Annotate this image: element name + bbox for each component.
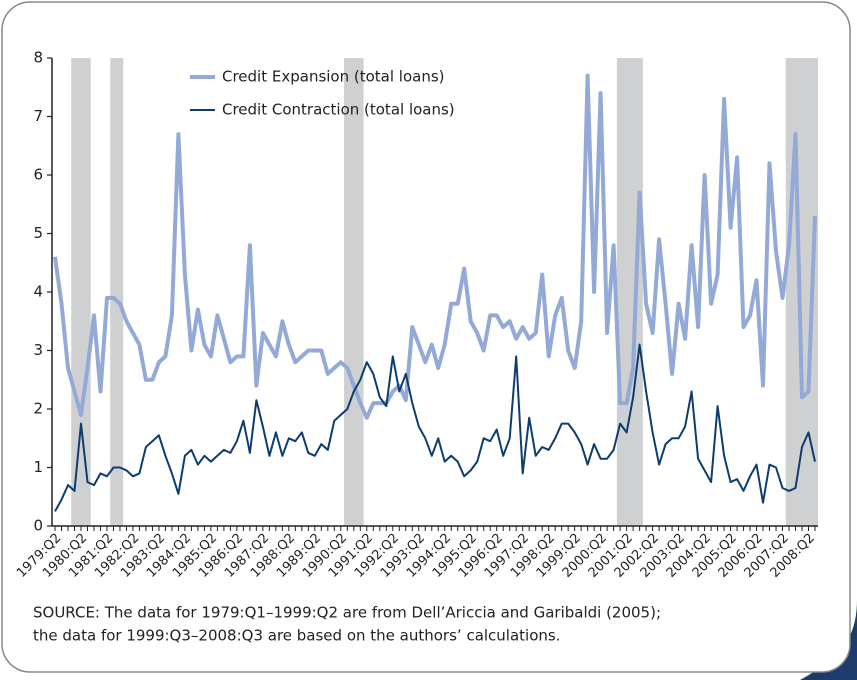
y-tick-label: 7: [33, 107, 43, 125]
y-tick-label: 4: [33, 283, 43, 301]
legend-label: Credit Contraction (total loans): [222, 101, 455, 119]
y-tick-label: 3: [33, 341, 43, 359]
source-note: SOURCE: The data for 1979:Q1–1999:Q2 are…: [33, 604, 661, 622]
y-tick-label: 0: [33, 517, 43, 535]
series-line: [54, 343, 816, 512]
y-tick-label: 5: [33, 224, 43, 242]
shaded-period: [110, 58, 124, 526]
shaded-period: [71, 58, 91, 526]
legend-label: Credit Expansion (total loans): [222, 68, 445, 86]
plot-area: 0123456781979:Q21980:Q21981:Q21982:Q2198…: [14, 49, 818, 645]
source-note: the data for 1999:Q3–2008:Q3 are based o…: [33, 627, 560, 645]
shaded-period: [344, 58, 364, 526]
shaded-period: [616, 58, 643, 526]
series-line: [53, 73, 817, 420]
y-tick-label: 1: [33, 458, 43, 476]
y-tick-label: 6: [33, 166, 43, 184]
y-tick-label: 2: [33, 400, 43, 418]
y-tick-label: 8: [33, 49, 43, 67]
